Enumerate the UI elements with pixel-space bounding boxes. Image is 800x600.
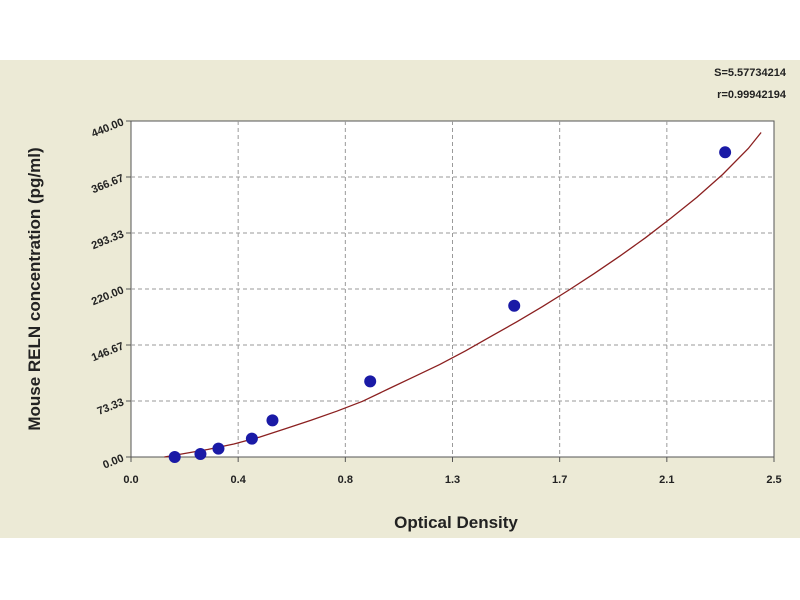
grid: [126, 120, 775, 462]
x-tick-label: 1.3: [445, 474, 460, 486]
data-point: [194, 447, 207, 460]
fit-curve: [164, 132, 762, 458]
data-point: [508, 299, 521, 312]
data-point: [266, 414, 279, 427]
x-tick-label: 0.0: [123, 474, 138, 486]
x-tick-label: 0.8: [338, 474, 353, 486]
x-tick-labels: 0.0 0.4 0.8 1.3 1.7 2.1 2.5: [123, 474, 781, 486]
chart-panel: 0.00 73.33 146.67 220.00 293.33 366.67 440.00 …: [0, 60, 800, 538]
y-tick-label: 146.67: [90, 340, 126, 364]
fit-curve-layer: [164, 132, 762, 458]
data-points: [168, 146, 732, 463]
y-tick-label: 293.33: [90, 228, 126, 252]
stat-r: r=0.99942194: [717, 89, 787, 101]
x-axis-title: Optical Density: [394, 513, 518, 532]
data-point: [168, 451, 181, 463]
data-point: [719, 146, 732, 159]
y-tick-label: 0.00: [101, 452, 125, 471]
x-tick-label: 2.5: [766, 474, 781, 486]
y-tick-label: 73.33: [96, 396, 126, 417]
stat-s: S=5.57734214: [714, 67, 787, 79]
y-tick-label: 366.67: [90, 172, 126, 196]
x-tick-label: 0.4: [231, 474, 247, 486]
data-point: [245, 432, 258, 445]
x-tick-label: 1.7: [552, 474, 567, 486]
y-tick-label: 440.00: [90, 116, 126, 140]
data-point: [364, 375, 377, 388]
data-point: [212, 442, 225, 455]
y-tick-label: 220.00: [90, 284, 126, 308]
x-tick-label: 2.1: [659, 474, 674, 486]
y-axis-title: Mouse RELN concentration (pg/ml): [25, 147, 44, 430]
y-tick-labels: 0.00 73.33 146.67 220.00 293.33 366.67 440.00: [90, 116, 126, 471]
chart: 0.0073.33146.67220.00293.33366.67440.00 …: [25, 67, 787, 532]
